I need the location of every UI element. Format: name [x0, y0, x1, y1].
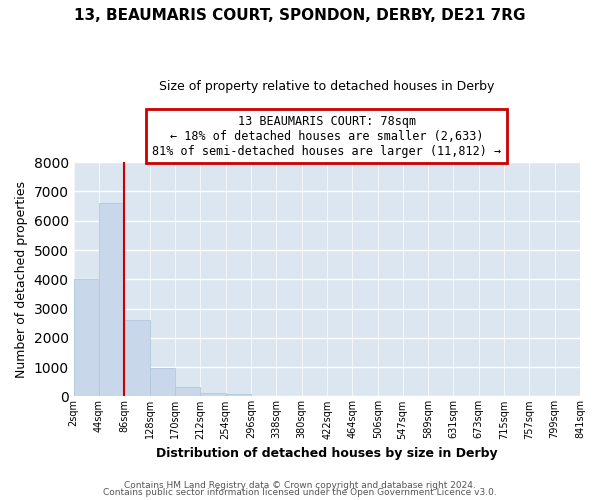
Title: Size of property relative to detached houses in Derby: Size of property relative to detached ho…	[159, 80, 494, 93]
Bar	[175, 387, 200, 396]
Text: 13, BEAUMARIS COURT, SPONDON, DERBY, DE21 7RG: 13, BEAUMARIS COURT, SPONDON, DERBY, DE2…	[74, 8, 526, 22]
Bar	[74, 280, 99, 396]
Bar	[124, 320, 149, 396]
Bar	[226, 394, 251, 396]
Bar	[99, 203, 124, 396]
Bar	[200, 392, 226, 396]
Y-axis label: Number of detached properties: Number of detached properties	[15, 181, 28, 378]
X-axis label: Distribution of detached houses by size in Derby: Distribution of detached houses by size …	[156, 447, 497, 460]
Text: Contains public sector information licensed under the Open Government Licence v3: Contains public sector information licen…	[103, 488, 497, 497]
Text: Contains HM Land Registry data © Crown copyright and database right 2024.: Contains HM Land Registry data © Crown c…	[124, 480, 476, 490]
Bar	[149, 368, 175, 396]
Text: 13 BEAUMARIS COURT: 78sqm
← 18% of detached houses are smaller (2,633)
81% of se: 13 BEAUMARIS COURT: 78sqm ← 18% of detac…	[152, 114, 502, 158]
